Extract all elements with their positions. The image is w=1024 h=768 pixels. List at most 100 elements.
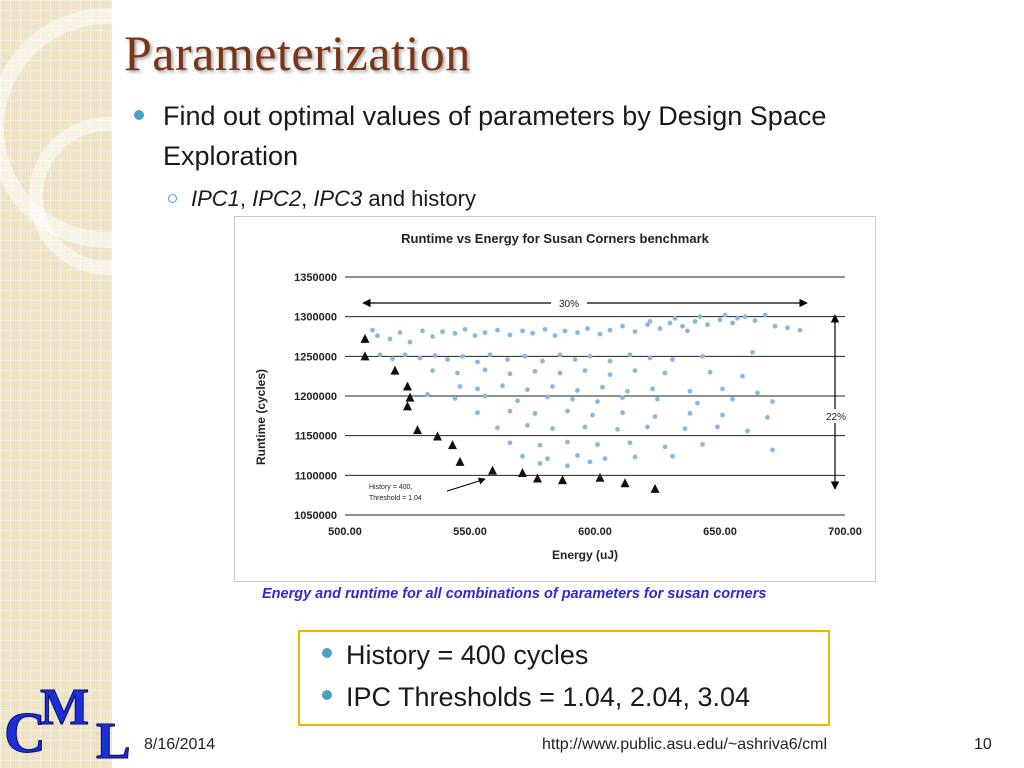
scatter-point bbox=[627, 440, 633, 446]
scatter-point bbox=[750, 349, 755, 355]
scatter-point bbox=[455, 370, 460, 376]
scatter-point bbox=[707, 369, 713, 375]
scatter-point bbox=[390, 356, 395, 362]
scatter-point bbox=[452, 395, 458, 401]
info-thresholds: IPC Thresholds = 1.04, 2.04, 3.04 bbox=[322, 682, 750, 713]
bullet-dot-icon bbox=[134, 110, 144, 120]
x-tick-label: 650.00 bbox=[703, 526, 737, 538]
scatter-point bbox=[525, 422, 530, 428]
scatter-point bbox=[462, 326, 468, 332]
scatter-point bbox=[482, 393, 488, 399]
scatter-point bbox=[457, 384, 463, 389]
scatter-point bbox=[740, 373, 745, 379]
scatter-point bbox=[475, 386, 480, 392]
x-axis-label: Energy (uJ) bbox=[552, 548, 618, 562]
separator-1: , bbox=[239, 186, 253, 211]
scatter-point bbox=[662, 370, 668, 376]
y-tick-label: 1350000 bbox=[294, 272, 337, 284]
scatter-point bbox=[670, 453, 675, 459]
scatter-point bbox=[377, 352, 383, 358]
pareto-point bbox=[360, 351, 370, 361]
scatter-point bbox=[627, 352, 633, 358]
scatter-point bbox=[370, 327, 375, 333]
chart-frame: Runtime vs Energy for Susan Corners benc… bbox=[234, 216, 876, 582]
y-tick-label: 1100000 bbox=[295, 470, 337, 482]
chart-caption: Energy and runtime for all combinations … bbox=[262, 586, 767, 602]
chart-x-ticks: 500.00 550.00 600.00 650.00 700.00 bbox=[328, 526, 862, 538]
chart-pareto-points bbox=[360, 333, 660, 493]
logo-letter-m: M bbox=[40, 679, 89, 736]
scatter-point bbox=[717, 317, 723, 323]
scatter-point bbox=[537, 461, 543, 466]
scatter-point bbox=[495, 327, 500, 333]
pareto-point bbox=[533, 473, 542, 483]
scatter-point bbox=[495, 425, 500, 431]
callout-history: History = 400, bbox=[369, 484, 412, 491]
scatter-point bbox=[532, 411, 538, 416]
scatter-point bbox=[700, 353, 705, 359]
scatter-point bbox=[730, 320, 735, 326]
scatter-point bbox=[445, 357, 450, 362]
chart-scatter-points bbox=[370, 312, 803, 469]
separator-2: , bbox=[301, 186, 314, 211]
scatter-point bbox=[730, 396, 735, 402]
scatter-point bbox=[420, 328, 425, 334]
scatter-point bbox=[507, 408, 513, 414]
scatter-point bbox=[552, 333, 558, 339]
scatter-point bbox=[700, 441, 705, 447]
scatter-point bbox=[425, 392, 430, 397]
scatter-point bbox=[685, 328, 690, 334]
scatter-point bbox=[587, 353, 593, 359]
width-label-bg bbox=[551, 295, 587, 309]
scatter-point bbox=[705, 322, 710, 327]
chart-gridlines bbox=[345, 276, 845, 516]
footer-date: 8/16/2014 bbox=[144, 736, 216, 753]
scatter-point bbox=[550, 384, 555, 389]
pareto-point bbox=[403, 401, 412, 411]
scatter-point bbox=[575, 453, 580, 458]
pareto-point bbox=[413, 425, 422, 435]
scatter-point bbox=[672, 315, 678, 321]
sub-bullet-ipc: IPC1, IPC2, IPC3 and history bbox=[168, 186, 476, 212]
ipc1-label: IPC1 bbox=[191, 186, 240, 211]
scatter-point bbox=[765, 415, 770, 420]
y-tick-label: 1050000 bbox=[294, 510, 337, 522]
footer-page-number: 10 bbox=[974, 736, 992, 753]
scatter-point bbox=[722, 312, 728, 318]
scatter-point bbox=[515, 398, 520, 404]
scatter-point bbox=[682, 426, 688, 431]
pareto-point bbox=[403, 381, 412, 391]
scatter-point bbox=[557, 352, 563, 358]
scatter-point bbox=[632, 329, 638, 335]
slide-title: Parameterization bbox=[124, 25, 471, 81]
bullet-dot-icon bbox=[322, 648, 332, 658]
scatter-point bbox=[507, 440, 513, 446]
scatter-point bbox=[770, 399, 775, 404]
scatter-point bbox=[475, 410, 480, 416]
scatter-point bbox=[570, 396, 575, 402]
ipc3-label: IPC3 bbox=[313, 186, 363, 211]
ring-bullet-icon bbox=[168, 194, 177, 203]
scatter-point bbox=[715, 424, 720, 430]
scatter-point bbox=[500, 383, 505, 389]
scatter-point bbox=[482, 330, 488, 335]
x-tick-label: 700.00 bbox=[828, 526, 862, 538]
pareto-point bbox=[448, 440, 457, 450]
scatter-point bbox=[680, 323, 685, 329]
scatter-point bbox=[647, 355, 653, 361]
scatter-point bbox=[460, 353, 465, 359]
scatter-point bbox=[575, 330, 580, 335]
scatter-point bbox=[735, 315, 740, 321]
y-tick-label: 1300000 bbox=[294, 312, 337, 324]
pareto-point bbox=[650, 483, 660, 493]
scatter-point bbox=[607, 327, 613, 333]
scatter-point bbox=[647, 319, 653, 324]
scatter-point bbox=[545, 456, 550, 462]
scatter-point bbox=[407, 339, 413, 345]
scatter-point bbox=[620, 323, 625, 329]
scatter-point bbox=[542, 326, 548, 332]
scatter-point bbox=[650, 386, 655, 392]
scatter-point bbox=[397, 330, 403, 335]
scatter-point bbox=[565, 463, 570, 469]
ipc2-label: IPC2 bbox=[252, 186, 302, 211]
